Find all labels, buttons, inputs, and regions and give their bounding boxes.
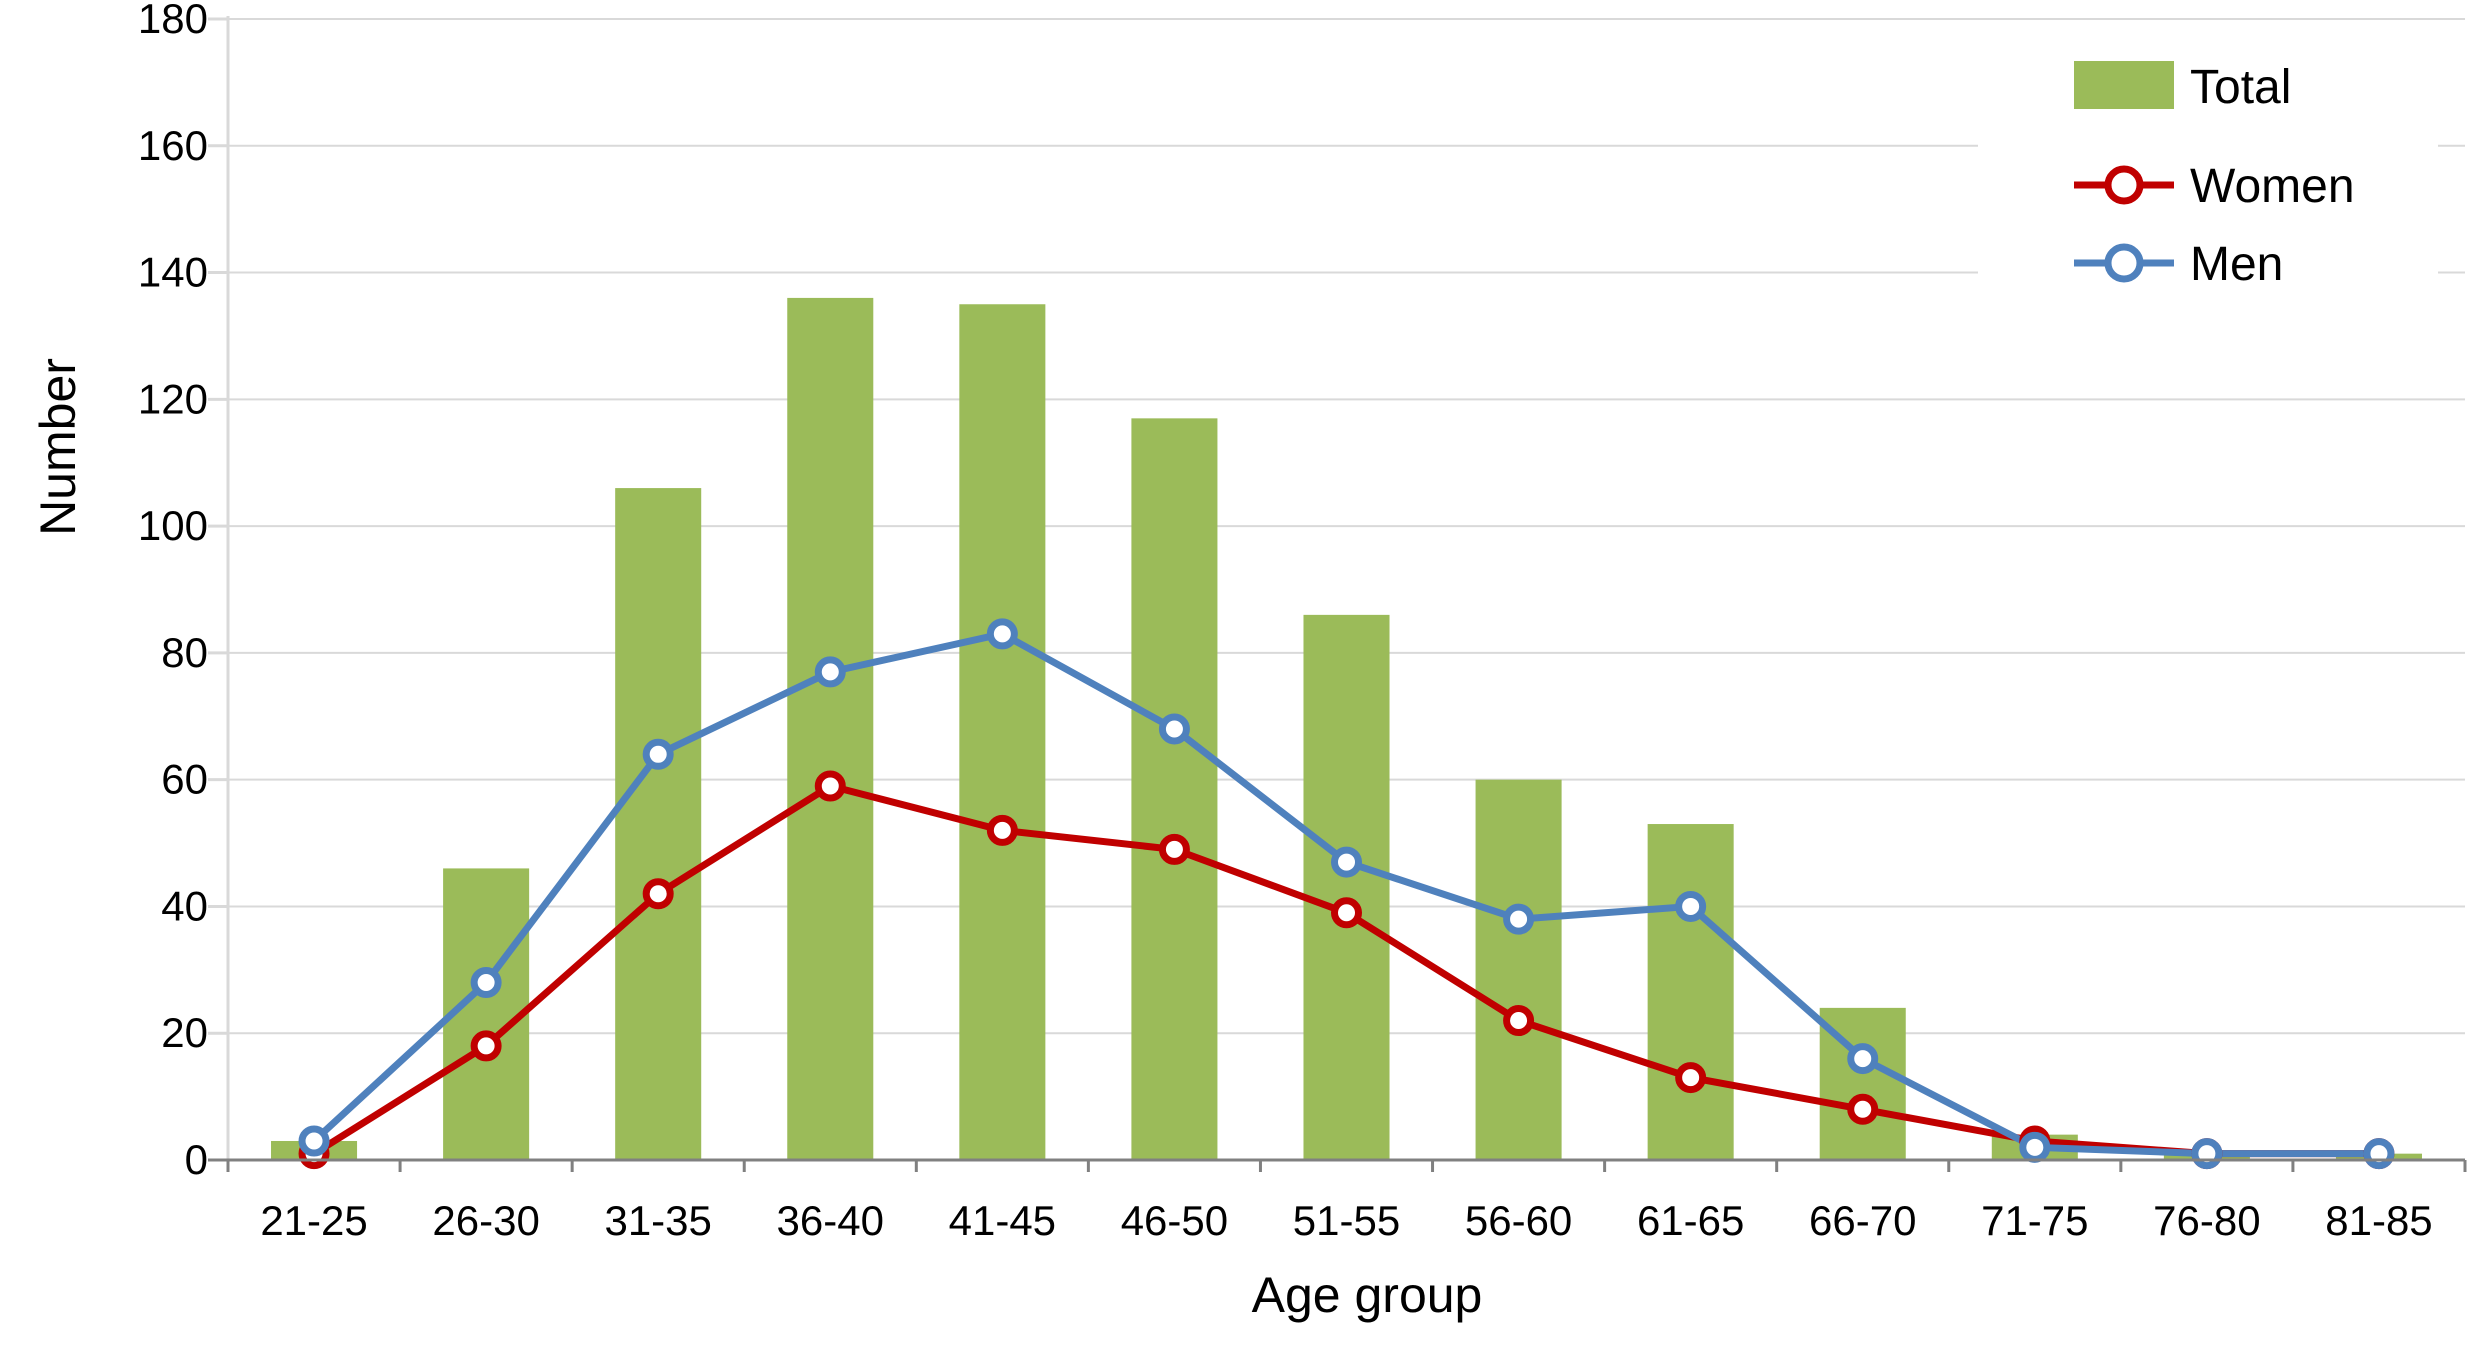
svg-text:Women: Women (2190, 160, 2355, 213)
svg-text:20: 20 (161, 1009, 208, 1056)
svg-text:51-55: 51-55 (1293, 1197, 1400, 1244)
svg-text:Age group: Age group (1252, 1267, 1483, 1323)
svg-text:61-65: 61-65 (1637, 1197, 1744, 1244)
svg-text:76-80: 76-80 (2153, 1197, 2260, 1244)
svg-text:80: 80 (161, 629, 208, 676)
svg-text:21-25: 21-25 (260, 1197, 367, 1244)
svg-text:100: 100 (138, 502, 208, 549)
svg-text:26-30: 26-30 (432, 1197, 539, 1244)
svg-text:46-50: 46-50 (1121, 1197, 1228, 1244)
svg-text:160: 160 (138, 122, 208, 169)
svg-text:0: 0 (185, 1136, 208, 1183)
svg-text:31-35: 31-35 (604, 1197, 711, 1244)
svg-text:Number: Number (30, 358, 86, 536)
svg-text:Total: Total (2190, 61, 2291, 114)
svg-text:40: 40 (161, 882, 208, 929)
svg-text:180: 180 (138, 0, 208, 42)
svg-text:36-40: 36-40 (777, 1197, 884, 1244)
svg-text:71-75: 71-75 (1981, 1197, 2088, 1244)
svg-text:56-60: 56-60 (1465, 1197, 1572, 1244)
svg-text:Men: Men (2190, 238, 2283, 291)
svg-text:60: 60 (161, 756, 208, 803)
svg-text:66-70: 66-70 (1809, 1197, 1916, 1244)
svg-text:41-45: 41-45 (949, 1197, 1056, 1244)
svg-text:120: 120 (138, 375, 208, 422)
svg-text:81-85: 81-85 (2325, 1197, 2432, 1244)
svg-text:140: 140 (138, 249, 208, 296)
